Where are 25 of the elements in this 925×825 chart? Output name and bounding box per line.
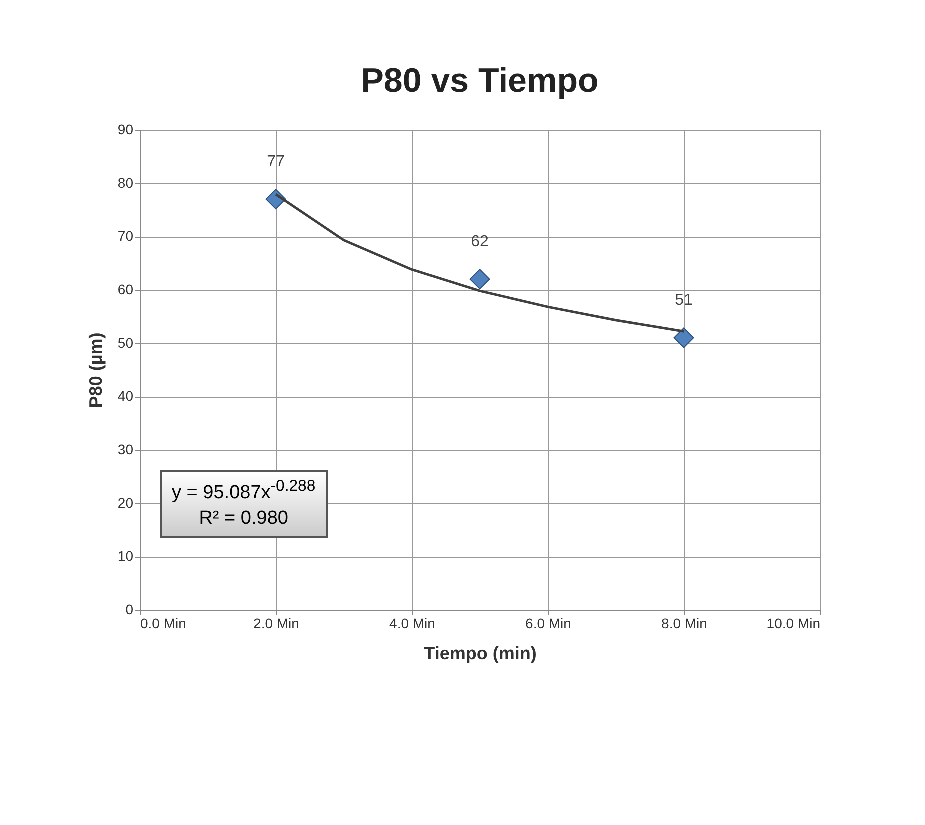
x-tick-label: 0.0 Min xyxy=(140,616,186,632)
y-tick-label: 50 xyxy=(118,334,134,351)
y-tick-label: 20 xyxy=(118,494,134,511)
y-tick-label: 80 xyxy=(118,174,134,191)
y-tick-label: 10 xyxy=(118,548,134,564)
x-tick-label: 4.0 Min xyxy=(390,616,436,632)
x-tick-label: 8.0 Min xyxy=(662,616,708,632)
x-axis-title: Tiempo (min) xyxy=(424,644,537,664)
y-tick-label: 70 xyxy=(118,228,134,244)
x-tick-label: 10.0 Min xyxy=(766,616,820,632)
x-tick-label: 6.0 Min xyxy=(526,616,572,632)
y-tick-label: 40 xyxy=(118,388,134,404)
equation-box: y = 95.087x$^{-0.288}$ R² = 0.980 xyxy=(160,470,328,538)
x-tick-label: 2.0 Min xyxy=(254,616,300,632)
y-tick-label: 0 xyxy=(126,602,134,618)
annotation: R² = 0.980 xyxy=(198,506,290,531)
y-tick-label: 90 xyxy=(118,122,134,138)
chart-title: P80 vs Tiempo xyxy=(361,62,599,100)
data-label: 51 xyxy=(675,292,693,309)
y-axis-title: P80 (µm) xyxy=(86,332,106,408)
y-tick-label: 60 xyxy=(118,282,134,298)
annotation: y = 95.087x$^{-0.288}$ xyxy=(172,477,316,506)
data-label: 77 xyxy=(267,153,285,170)
data-label: 62 xyxy=(471,233,489,250)
y-tick-label: 30 xyxy=(118,442,134,458)
